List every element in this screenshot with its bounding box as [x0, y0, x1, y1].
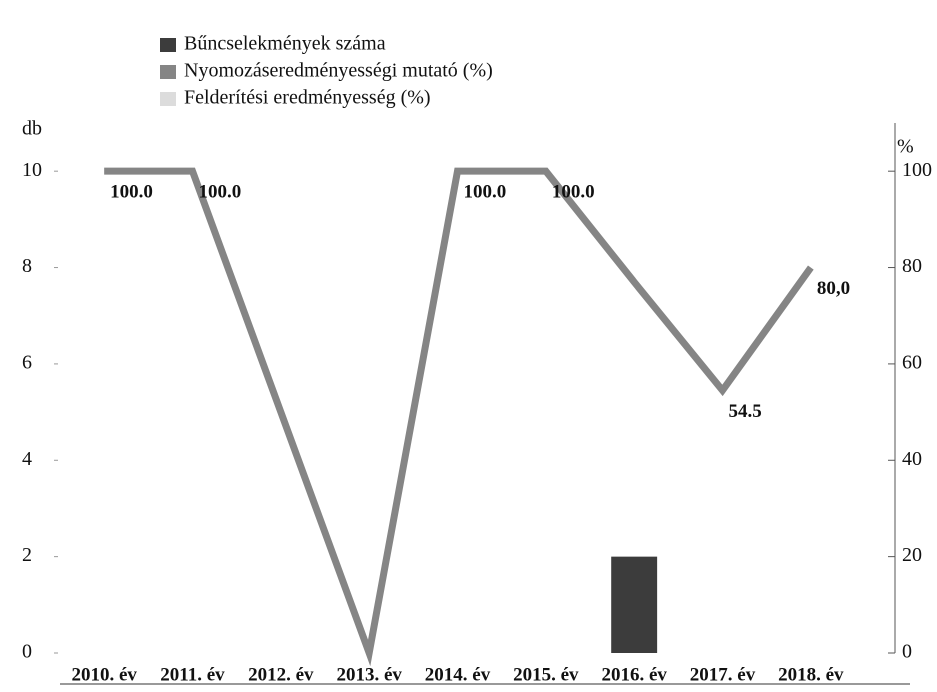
data-label: 80,0 [817, 278, 850, 299]
y-tick-label: 2 [22, 544, 32, 566]
y2-tick-label: 100 [902, 159, 932, 181]
y2-tick-label: 60 [902, 352, 922, 374]
legend-label: Felderítési eredményesség (%) [184, 87, 431, 109]
legend-label: Nyomozáseredményességi mutató (%) [184, 60, 493, 82]
legend-swatch [160, 65, 176, 79]
x-tick-label: 2016. év [601, 664, 667, 685]
y2-tick-label: 0 [902, 641, 912, 663]
x-tick-label: 2012. év [248, 664, 314, 685]
y-axis-title: db [22, 118, 42, 140]
data-label: 54.5 [729, 401, 762, 422]
y-tick-label: 8 [22, 255, 32, 277]
y-tick-label: 10 [22, 159, 42, 181]
legend-swatch [160, 92, 176, 106]
x-tick-label: 2017. év [690, 664, 756, 685]
y2-tick-label: 40 [902, 448, 922, 470]
data-label: 100.0 [552, 182, 595, 203]
y-tick-label: 4 [22, 448, 32, 470]
x-tick-label: 2011. év [160, 664, 225, 685]
x-tick-label: 2015. év [513, 664, 579, 685]
data-label: 100.0 [110, 182, 153, 203]
y2-tick-label: 20 [902, 544, 922, 566]
data-label: 100.0 [199, 182, 242, 203]
y-tick-label: 6 [22, 352, 32, 374]
legend-swatch [160, 38, 176, 52]
x-tick-label: 2018. év [778, 664, 844, 685]
y-tick-label: 0 [22, 641, 32, 663]
legend-label: Bűncselekmények száma [184, 33, 386, 55]
y2-tick-label: 80 [902, 255, 922, 277]
x-tick-label: 2014. év [425, 664, 491, 685]
x-tick-label: 2013. év [336, 664, 402, 685]
line [104, 167, 814, 667]
bar [611, 556, 658, 653]
x-tick-label: 2010. év [71, 664, 137, 685]
data-label: 100.0 [464, 182, 507, 203]
y2-axis-title: % [897, 136, 914, 158]
